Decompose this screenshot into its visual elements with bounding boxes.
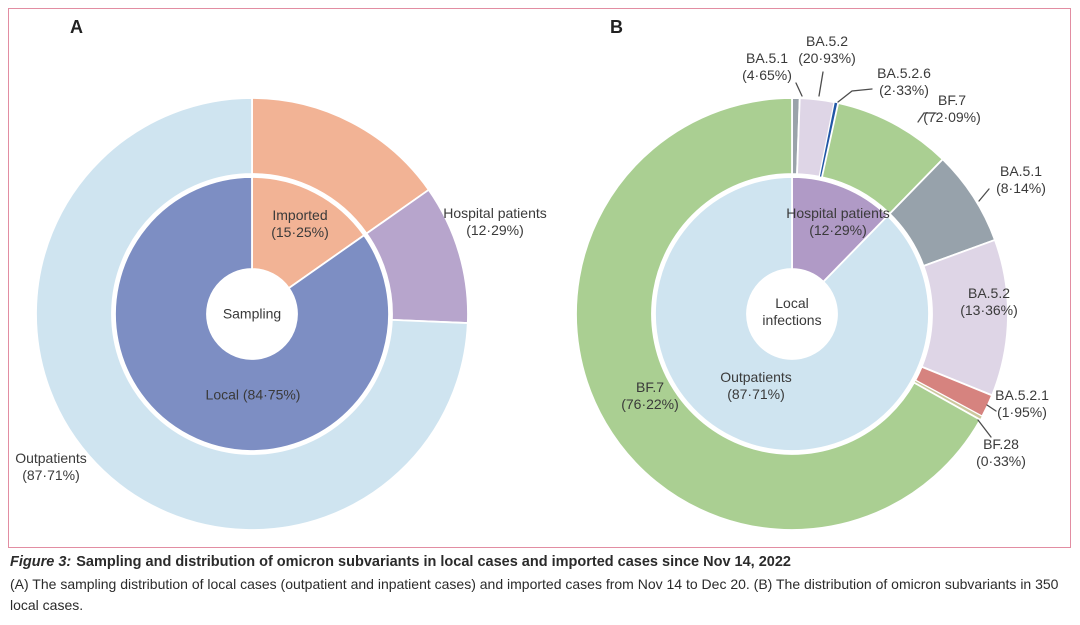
hospital-a-label-line1: Hospital patients	[443, 205, 547, 221]
ba52-hospital-line1: BA.5.2	[805, 33, 849, 49]
ba526-hospital-label: BA.5.2.6 (2·33%)	[877, 65, 931, 99]
panel-a-center-label: Sampling	[223, 306, 281, 323]
bf7-outpatients-label: BF.7 (76·22%)	[621, 379, 679, 413]
panel-a-local-label: Local (84·75%)	[206, 387, 301, 404]
bf28-outpatients-line1: BF.28	[983, 436, 1019, 452]
bf7-outpatients-line1: BF.7	[635, 379, 664, 395]
local-label-line1: Local (84·75%)	[205, 386, 301, 403]
bf7-hospital-line2: (72·09%)	[923, 109, 981, 125]
bf28-outpatients-line2: (0·33%)	[976, 453, 1026, 469]
ba51-hospital-label: BA.5.1 (4·65%)	[742, 50, 792, 84]
caption-figure-label: Figure 3:	[10, 554, 72, 570]
outpatients-b-label-line1: Outpatients	[720, 369, 792, 385]
outpatients-b-label-line2: (87·71%)	[727, 386, 785, 402]
ba52-outpatients-line1: BA.5.2	[967, 285, 1011, 301]
panel-b-donut-chart	[575, 97, 1009, 531]
panel-a-inner-ring-segment-1-local	[114, 176, 390, 452]
panel-a-outer-ring-segment-2-outpatients	[35, 97, 469, 531]
panel-a-inner-ring-segment-0-imported	[251, 176, 365, 290]
ba51-outpatients-line1: BA.5.1	[999, 163, 1043, 179]
panel-b-outer-ring-segment-8-bf-7-outpatients	[575, 97, 982, 531]
leader-line-bf7-hospital	[917, 112, 937, 123]
ba521-outpatients-label: BA.5.2.1 (1·95%)	[995, 387, 1049, 421]
panel-a-letter: A	[70, 17, 83, 37]
panel-a-hospital-label: Hospital patients (12·29%)	[443, 205, 547, 239]
bf7-hospital-label: BF.7 (72·09%)	[923, 92, 981, 126]
panel-b-letter: B	[610, 17, 623, 37]
figure-caption: Figure 3: Sampling and distribution of om…	[10, 552, 1074, 616]
panel-b-inner-ring-segment-1-outpatients	[654, 176, 930, 452]
panel-b-center-line1: Local	[775, 295, 809, 311]
imported-label-line2: (15·25%)	[271, 224, 329, 240]
caption-description: (A) The sampling distribution of local c…	[10, 576, 1059, 613]
ba521-outpatients-line2: (1·95%)	[997, 404, 1047, 420]
ba52-outpatients-line2: (13·36%)	[960, 302, 1018, 318]
panel-b-center-line2: infections	[762, 312, 822, 328]
caption-title-text: Sampling and distribution of omicron sub…	[76, 554, 791, 570]
panel-a-donut-chart	[35, 97, 469, 531]
ba526-hospital-line1: BA.5.2.6	[877, 65, 931, 81]
hospital-a-label-line2: (12·29%)	[466, 222, 524, 238]
ba521-outpatients-line1: BA.5.2.1	[995, 387, 1049, 403]
ba51-outpatients-label: BA.5.1 (8·14%)	[996, 163, 1046, 197]
panel-a-outpatients-label: Outpatients (87·71%)	[15, 450, 87, 484]
leader-line-ba51-hospital	[795, 82, 803, 97]
leader-line-ba521-outpatients	[986, 404, 997, 412]
hospital-b-label-line1: Hospital patients	[786, 205, 890, 221]
leader-line-ba51-outpatients	[978, 188, 990, 202]
panel-b-hospital-label: Hospital patients (12·29%)	[786, 205, 890, 239]
panel-a-center-line1: Sampling	[222, 305, 282, 322]
leader-lines	[795, 71, 997, 438]
panel-b-center-label: Local infections	[762, 295, 821, 329]
ba52-hospital-line2: (20·93%)	[798, 50, 856, 66]
leader-line-bf28-outpatients	[977, 419, 992, 438]
ba51-hospital-line1: BA.5.1	[745, 50, 789, 66]
leader-line-ba52-hospital	[818, 71, 824, 97]
outpatients-a-label-line2: (87·71%)	[22, 467, 80, 483]
ba52-hospital-label: BA.5.2 (20·93%)	[798, 33, 856, 67]
bf7-hospital-line1: BF.7	[937, 92, 966, 108]
caption-title: Figure 3: Sampling and distribution of om…	[10, 552, 1074, 573]
leader-line-ba526-hospital	[837, 88, 873, 103]
hospital-b-label-line2: (12·29%)	[809, 222, 867, 238]
imported-label-line1: Imported	[272, 207, 328, 223]
bf28-outpatients-label: BF.28 (0·33%)	[976, 436, 1026, 470]
ba52-outpatients-label: BA.5.2 (13·36%)	[960, 285, 1018, 319]
panel-a-imported-label: Imported (15·25%)	[271, 207, 329, 241]
ba51-hospital-line2: (4·65%)	[742, 67, 792, 83]
bf7-outpatients-line2: (76·22%)	[621, 396, 679, 412]
panel-b-outpatients-label: Outpatients (87·71%)	[720, 369, 792, 403]
outpatients-a-label-line1: Outpatients	[15, 450, 87, 466]
ba526-hospital-line2: (2·33%)	[879, 82, 929, 98]
ba51-outpatients-line2: (8·14%)	[996, 180, 1046, 196]
